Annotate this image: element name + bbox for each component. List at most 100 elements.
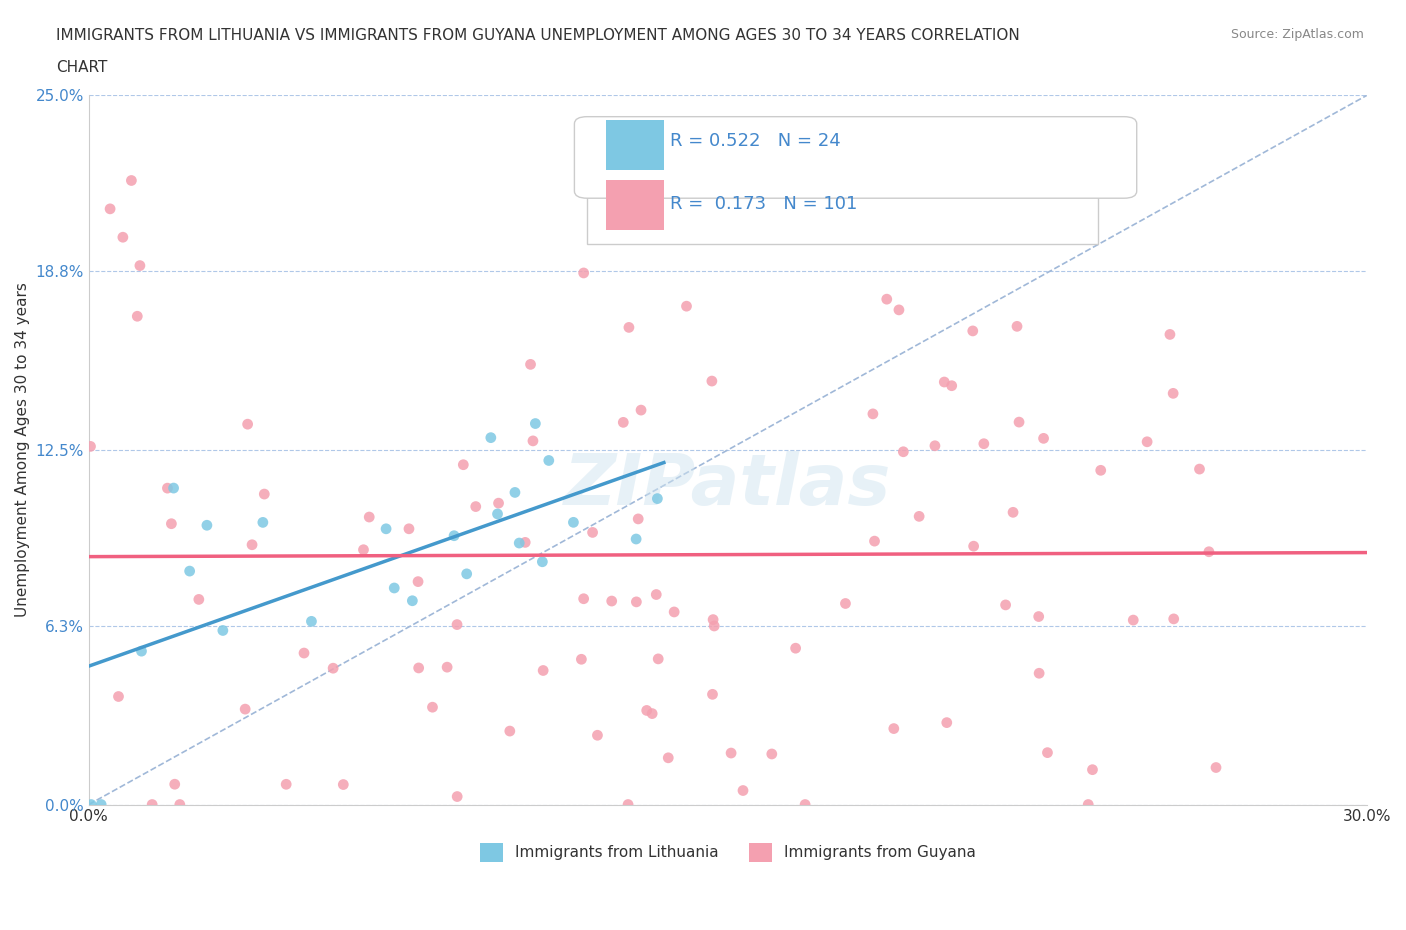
Point (508, 536, 530, 551)
Point (1028, 609, 1050, 624)
Point (862, 406, 884, 421)
Point (522, 433, 544, 448)
Point (962, 324, 984, 339)
Point (785, 641, 807, 656)
Point (252, 515, 274, 530)
Point (422, 699, 444, 714)
Point (524, 416, 547, 431)
Point (499, 724, 522, 738)
Text: Source: ZipAtlas.com: Source: ZipAtlas.com (1230, 28, 1364, 41)
Point (1005, 319, 1028, 334)
Point (876, 292, 898, 307)
Point (1002, 505, 1025, 520)
Point (436, 659, 458, 674)
Point (834, 596, 856, 611)
Point (212, 623, 235, 638)
Point (253, 486, 276, 501)
Point (612, 415, 634, 430)
Point (375, 522, 398, 537)
Point (1032, 431, 1054, 445)
Point (924, 438, 946, 453)
Point (645, 587, 668, 602)
Point (1090, 463, 1112, 478)
Point (1163, 611, 1185, 626)
Point (531, 663, 554, 678)
Point (1081, 763, 1104, 777)
Point (443, 528, 465, 543)
Point (453, 458, 475, 472)
Text: R =  0.173   N = 101: R = 0.173 N = 101 (671, 195, 858, 213)
Point (120, 173, 142, 188)
Point (80, 797, 103, 812)
Point (731, 783, 754, 798)
Point (675, 299, 697, 313)
Point (156, 481, 179, 496)
Point (406, 574, 429, 589)
Point (636, 703, 658, 718)
Point (464, 499, 486, 514)
Point (408, 660, 430, 675)
Point (761, 747, 783, 762)
Point (537, 453, 560, 468)
Point (446, 618, 468, 632)
FancyBboxPatch shape (575, 116, 1136, 198)
Point (562, 515, 585, 530)
Point (519, 357, 541, 372)
Point (111, 230, 134, 245)
Point (179, 564, 201, 578)
Text: IMMIGRANTS FROM LITHUANIA VS IMMIGRANTS FROM GUYANA UNEMPLOYMENT AMONG AGES 30 T: IMMIGRANTS FROM LITHUANIA VS IMMIGRANTS … (56, 28, 1019, 43)
Point (503, 485, 526, 499)
Point (662, 604, 685, 619)
Point (1077, 797, 1099, 812)
Point (90, 797, 112, 812)
Point (617, 797, 640, 812)
Point (887, 302, 910, 317)
FancyBboxPatch shape (606, 120, 664, 170)
Point (1008, 415, 1031, 430)
Point (794, 797, 817, 812)
Point (446, 790, 468, 804)
Point (720, 746, 742, 761)
Point (935, 715, 957, 730)
Text: R = 0.522   N = 24: R = 0.522 N = 24 (671, 132, 841, 151)
Point (657, 751, 679, 765)
Point (107, 689, 129, 704)
Point (624, 532, 647, 547)
Point (630, 403, 652, 418)
Point (163, 777, 186, 791)
Point (572, 591, 595, 606)
Legend: Immigrants from Lithuania, Immigrants from Guyana: Immigrants from Lithuania, Immigrants fr… (474, 837, 981, 868)
Point (572, 266, 595, 281)
Text: ZIPatlas: ZIPatlas (564, 451, 891, 520)
FancyBboxPatch shape (588, 131, 1098, 245)
Point (401, 593, 423, 608)
Point (941, 379, 963, 393)
Point (456, 566, 478, 581)
Point (973, 436, 995, 451)
Point (79, 439, 101, 454)
Point (673, 130, 696, 145)
Point (332, 777, 354, 792)
Point (131, 644, 153, 658)
Point (863, 534, 886, 549)
Point (700, 374, 723, 389)
Point (600, 593, 623, 608)
Point (398, 522, 420, 537)
Point (479, 431, 502, 445)
Point (962, 538, 984, 553)
Point (1198, 544, 1220, 559)
Point (353, 542, 375, 557)
Point (488, 496, 510, 511)
Point (187, 592, 209, 607)
Point (531, 554, 554, 569)
Point (486, 507, 509, 522)
Point (129, 259, 152, 273)
Point (1205, 760, 1227, 775)
Point (994, 597, 1017, 612)
Point (883, 721, 905, 736)
Point (195, 518, 218, 533)
Point (1159, 327, 1181, 342)
Point (1161, 386, 1184, 401)
Point (1122, 613, 1144, 628)
Point (322, 660, 344, 675)
